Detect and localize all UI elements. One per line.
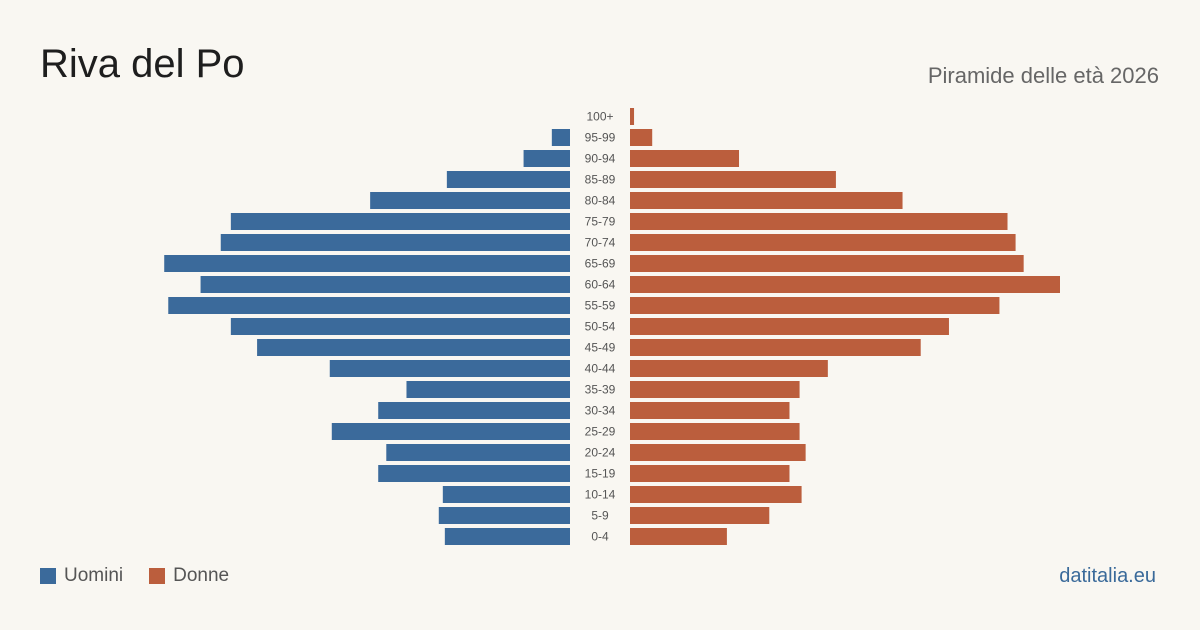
bar-men-25-29	[331, 423, 570, 440]
bar-women-15-19	[630, 465, 790, 482]
bar-women-95-99	[630, 129, 653, 146]
age-label-85-89: 85-89	[585, 173, 616, 187]
age-label-15-19: 15-19	[585, 467, 616, 481]
bar-men-50-54	[230, 318, 570, 335]
bar-women-75-79	[630, 213, 1008, 230]
age-label-25-29: 25-29	[585, 425, 616, 439]
bar-women-40-44	[630, 360, 828, 377]
age-label-5-9: 5-9	[591, 509, 609, 523]
bar-women-30-34	[630, 402, 790, 419]
source-credit: datitalia.eu	[1059, 565, 1156, 587]
bar-men-60-64	[200, 276, 570, 293]
bar-men-65-69	[164, 255, 571, 272]
age-label-0-4: 0-4	[591, 530, 609, 544]
legend-swatch-women	[149, 568, 166, 584]
age-label-10-14: 10-14	[585, 488, 616, 502]
bar-men-90-94	[523, 150, 570, 167]
age-label-100plus: 100+	[586, 110, 613, 124]
legend-label-men: Uomini	[64, 565, 124, 586]
bar-women-5-9	[630, 507, 770, 524]
bar-men-80-84	[370, 192, 570, 209]
bar-women-65-69	[630, 255, 1024, 272]
bar-men-10-14	[442, 486, 570, 503]
bar-women-60-64	[630, 276, 1060, 293]
bar-men-0-4	[444, 528, 570, 545]
age-label-65-69: 65-69	[585, 257, 616, 271]
age-label-75-79: 75-79	[585, 215, 616, 229]
bar-women-80-84	[630, 192, 903, 209]
bar-women-45-49	[630, 339, 921, 356]
legend-swatch-men	[40, 568, 56, 584]
bar-women-100plus	[630, 108, 635, 125]
chart-subtitle: Piramide delle età 2026	[927, 63, 1159, 88]
bar-men-30-34	[378, 402, 570, 419]
age-label-80-84: 80-84	[585, 194, 616, 208]
bar-women-10-14	[630, 486, 802, 503]
age-label-50-54: 50-54	[585, 320, 616, 334]
bar-women-20-24	[630, 444, 806, 461]
bar-men-40-44	[329, 360, 570, 377]
bar-men-45-49	[257, 339, 570, 356]
bar-women-55-59	[630, 297, 1000, 314]
bar-men-95-99	[551, 129, 570, 146]
bar-men-5-9	[438, 507, 570, 524]
chart-title: Riva del Po	[40, 42, 245, 86]
bar-women-50-54	[630, 318, 949, 335]
legend: Uomini Donne	[40, 565, 255, 587]
legend-label-women: Donne	[173, 565, 230, 586]
age-label-20-24: 20-24	[585, 446, 616, 460]
legend-item-women: Donne	[149, 565, 229, 587]
age-label-70-74: 70-74	[585, 236, 616, 250]
age-label-60-64: 60-64	[585, 278, 616, 292]
legend-item-men: Uomini	[40, 565, 123, 587]
bar-men-75-79	[230, 213, 570, 230]
bar-women-25-29	[630, 423, 800, 440]
age-label-55-59: 55-59	[585, 299, 616, 313]
age-label-40-44: 40-44	[585, 362, 616, 376]
bar-women-70-74	[630, 234, 1016, 251]
age-label-95-99: 95-99	[585, 131, 616, 145]
age-label-45-49: 45-49	[585, 341, 616, 355]
bar-men-20-24	[386, 444, 570, 461]
age-label-30-34: 30-34	[585, 404, 616, 418]
bar-women-0-4	[630, 528, 727, 545]
bar-women-90-94	[630, 150, 740, 167]
bar-women-35-39	[630, 381, 800, 398]
bar-women-85-89	[630, 171, 836, 188]
age-label-35-39: 35-39	[585, 383, 616, 397]
bar-men-85-89	[446, 171, 570, 188]
bar-men-70-74	[220, 234, 571, 251]
age-label-90-94: 90-94	[585, 152, 616, 166]
bar-men-15-19	[378, 465, 570, 482]
bar-men-35-39	[406, 381, 570, 398]
bar-men-55-59	[168, 297, 570, 314]
